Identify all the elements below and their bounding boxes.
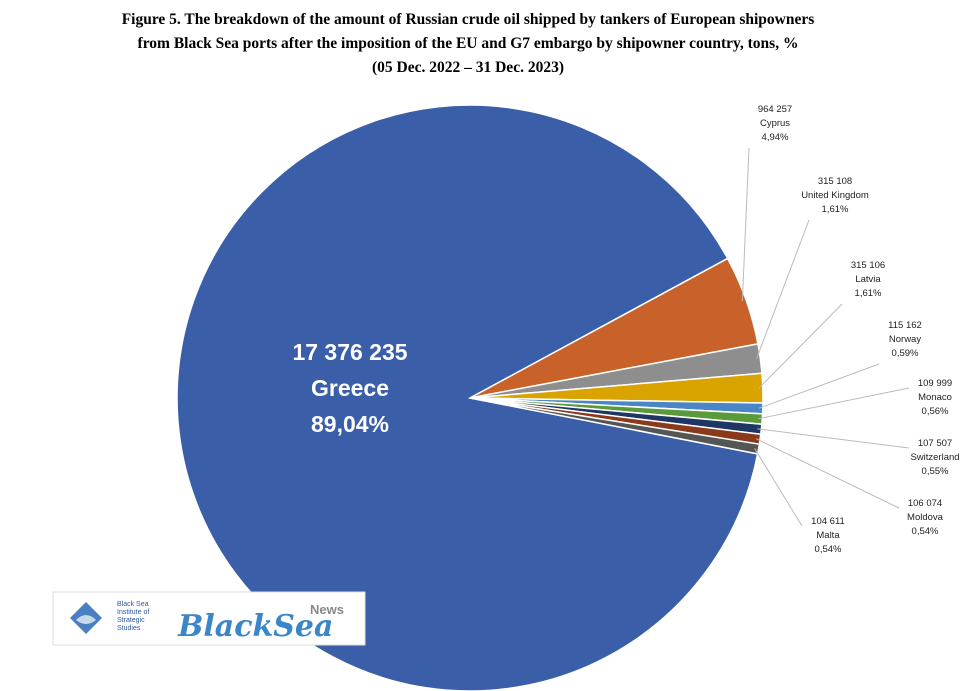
slice-label: Cyprus	[760, 118, 790, 129]
slice-label: 104 611	[811, 516, 845, 527]
logo-icon	[76, 615, 96, 624]
leader-line	[758, 387, 910, 420]
leader-line	[754, 448, 803, 527]
slice-label: 0,54%	[815, 544, 842, 555]
slice-label: 109 999	[918, 378, 952, 389]
slice-label: 0,55%	[922, 466, 949, 477]
leader-line	[757, 428, 910, 449]
leader-line	[758, 303, 843, 389]
pie-slice	[176, 104, 759, 691]
logo: Black Sea Institute of Strategic Studies…	[52, 591, 366, 646]
slice-label: 0,56%	[922, 406, 949, 417]
slice-label: 107 507	[918, 438, 952, 449]
chart-title: from Black Sea ports after the impositio…	[138, 35, 799, 52]
slice-label: 1,61%	[855, 288, 882, 299]
logo-box	[52, 591, 366, 646]
slice-label: United Kingdom	[801, 190, 869, 201]
slice-label: Latvia	[855, 274, 881, 285]
logo-text: Strategic	[117, 617, 145, 624]
leader-line	[755, 438, 900, 509]
slice-label: 106 074	[908, 498, 942, 509]
logo-brand: BlackSea	[177, 609, 333, 644]
slice-label: 115 162	[888, 320, 922, 331]
slice-label: Norway	[889, 334, 921, 345]
slice-label: Monaco	[918, 392, 952, 403]
slice-label: Greece	[311, 375, 389, 401]
leader-line	[741, 147, 750, 302]
logo-brand-suffix: News	[310, 602, 344, 617]
leader-line	[758, 363, 880, 409]
logo-text: Institute of	[117, 609, 149, 616]
logo-text: Studies	[117, 625, 141, 632]
pie	[176, 104, 764, 691]
slice-label: 0,59%	[892, 348, 919, 359]
slice-label: Switzerland	[910, 452, 959, 463]
slice-label: 315 106	[851, 260, 885, 271]
slice-label: 1,61%	[822, 204, 849, 215]
slice-label: 4,94%	[762, 132, 789, 143]
labels: 17 376 235 Greece 89,04% 964 257 Cyprus 4,94%…	[292, 104, 959, 555]
slice-label: Moldova	[907, 512, 944, 523]
slice-label: 17 376 235	[292, 339, 407, 365]
slice-label: 315 108	[818, 176, 852, 187]
slice-label: Malta	[816, 530, 840, 541]
slice-label: 0,54%	[912, 526, 939, 537]
logo-text: Black Sea	[117, 601, 149, 608]
slice-label: 89,04%	[311, 411, 389, 437]
chart-title: Figure 5. The breakdown of the amount of…	[122, 11, 815, 28]
leader-line	[755, 219, 810, 360]
chart-title: (05 Dec. 2022 – 31 Dec. 2023)	[372, 59, 564, 76]
slice-label: 964 257	[758, 104, 792, 115]
